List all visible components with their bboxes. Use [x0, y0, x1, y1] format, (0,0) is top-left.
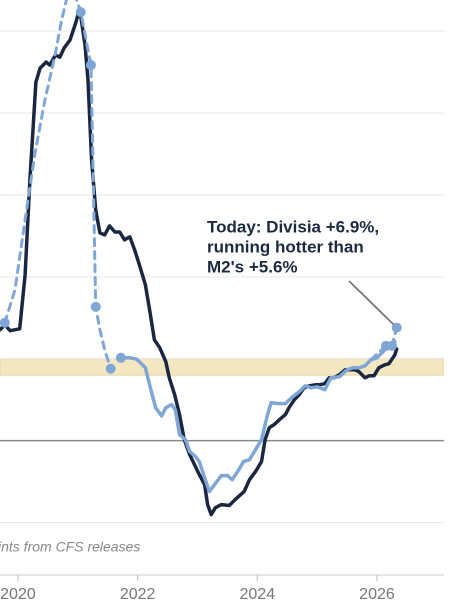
plot-area [0, 0, 444, 524]
annotation-text: running hotter than [207, 237, 364, 256]
data-point [391, 322, 402, 333]
x-tick-label: 2024 [240, 586, 276, 603]
x-tick-label: 2026 [359, 586, 395, 603]
data-point [105, 363, 116, 374]
annotation: Today: Divisia +6.9%,running hotter than… [207, 217, 395, 326]
data-point [75, 7, 86, 18]
x-tick-label: 2020 [0, 586, 36, 603]
series-line [119, 339, 397, 494]
data-point [0, 317, 10, 328]
data-point [386, 340, 397, 351]
data-point [90, 301, 101, 312]
data-point [115, 352, 126, 363]
x-tick-label: 2022 [120, 586, 156, 603]
footnote: ints from CFS releases [0, 539, 140, 555]
dashed-line [3, 0, 399, 371]
annotation-text: M2's +5.6% [207, 257, 298, 276]
annotation-text: Today: Divisia +6.9%, [207, 217, 379, 236]
annotation-pointer [348, 280, 395, 326]
series-line [0, 6, 399, 517]
data-point [85, 60, 96, 71]
